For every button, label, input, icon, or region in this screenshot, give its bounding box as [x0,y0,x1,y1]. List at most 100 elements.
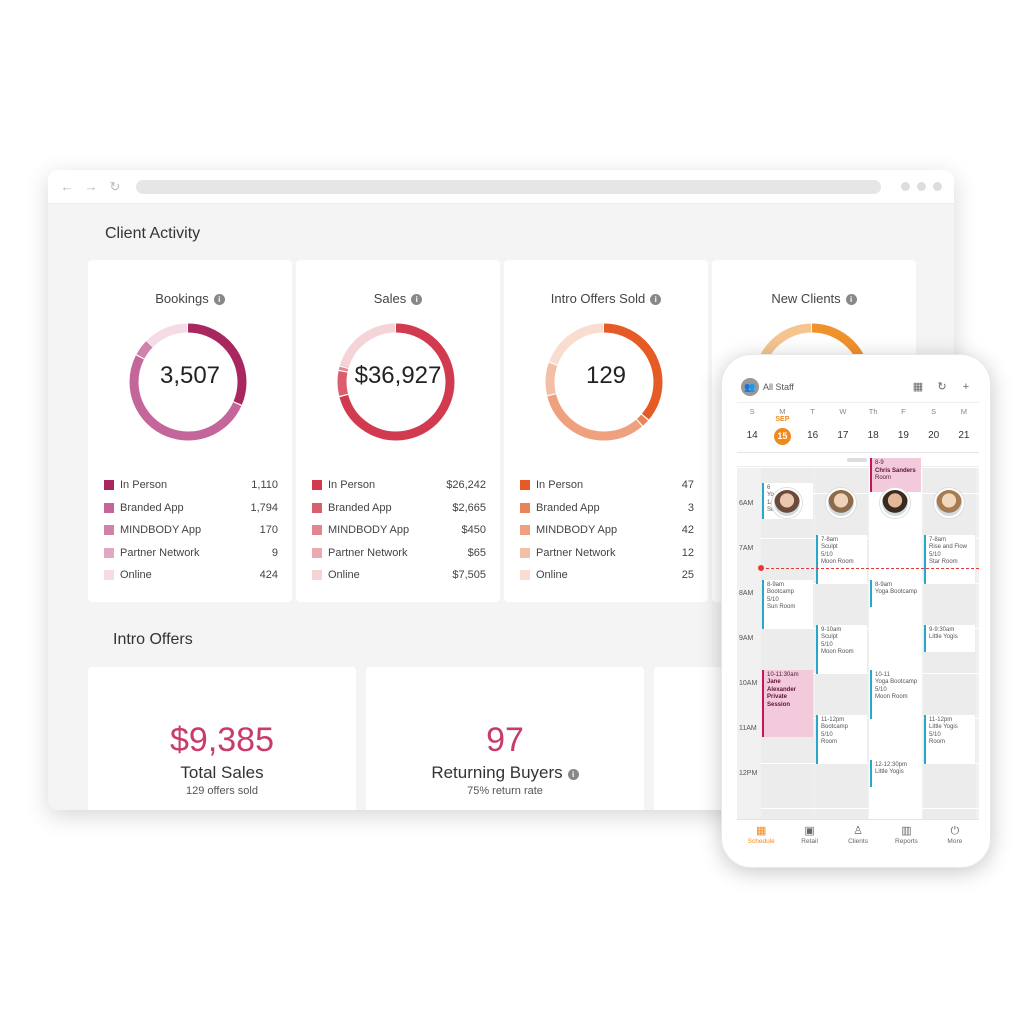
week-day[interactable]: S 14 [737,403,767,452]
schedule-event[interactable]: 8-9am Yoga Bootcamp [870,579,921,607]
schedule-event[interactable]: 11-12pm Bootcamp 5/10 Room [816,714,867,764]
info-icon[interactable]: i [567,769,579,780]
tab-schedule[interactable]: ▦ Schedule [737,820,785,855]
month-label: SEP [775,416,790,423]
clients-icon: ♙ [853,825,863,837]
schedule-event[interactable]: 7-8am Sculpt 5/10 Moon Room [816,534,867,584]
window-dot-icon[interactable] [933,182,942,191]
event-text: Room [929,739,946,745]
forward-arrow-icon[interactable]: → [84,178,98,194]
event-text: Chris Sanders [875,467,916,474]
event-text: Room [875,475,892,481]
card-title: Bookings i [88,291,292,306]
add-icon[interactable]: + [962,380,970,393]
info-icon[interactable]: i [213,294,225,305]
event-text: Bootcamp [821,724,849,730]
event-text: 9-9:30am [929,626,955,633]
staff-avatar[interactable] [934,488,964,518]
legend-swatch [520,525,530,536]
date-number: 21 [958,430,970,441]
week-day[interactable]: M SEP 15 [767,403,797,452]
event-text: 11-12pm [821,716,845,723]
legend-label: MINDBODY App [536,524,618,537]
staff-avatar[interactable] [880,488,910,518]
donut-total-value: 3,507 [159,362,221,389]
legend-label: Branded App [328,501,392,514]
week-day[interactable]: S 20 [919,403,949,452]
legend-swatch [312,480,322,491]
schedule-event[interactable]: 9-10am Sculpt 5/10 Moon Room [816,624,867,674]
week-day[interactable]: Th 18 [858,403,888,452]
legend-label: Partner Network [536,546,616,559]
week-day[interactable]: W 17 [828,403,858,452]
event-text: 7-8am [929,536,947,543]
week-day[interactable]: F 19 [888,403,918,452]
staff-avatar[interactable] [772,488,802,518]
legend-row: Online 25 [520,564,694,587]
schedule-event[interactable]: 9-9:30am Little Yogis [924,624,975,652]
staff-filter[interactable]: All Staff [763,381,794,392]
phone-screen: 👥 All Staff ▦ ↻ + S 14 M SEP 15 T 16 W 17 Th 18 F 19… [737,371,979,855]
window-dot-icon[interactable] [917,182,926,191]
refresh-icon[interactable]: ↻ [937,381,947,393]
hour-label: 11AM [739,725,757,732]
legend-value: $450 [461,524,486,537]
date-number: 19 [897,430,909,441]
legend-value: 424 [259,569,278,582]
legend-value: 1,794 [250,501,278,514]
date-number: 18 [867,430,879,441]
legend-row: Branded App 3 [520,497,694,520]
tab-retail[interactable]: ▣ Retail [785,820,833,855]
legend-row: MINDBODY App $450 [312,519,486,542]
drag-handle[interactable] [737,453,979,467]
reload-icon[interactable]: ↻ [109,178,121,194]
schedule-event[interactable]: 10-11 Yoga Bootcamp 5/10 Moon Room [870,669,921,719]
info-icon[interactable]: i [411,294,423,305]
tab-more[interactable]: ⏻ More [931,820,979,855]
donut-total-value: $36,927 [354,362,442,389]
schedule-event[interactable]: 12-12:30pm Little Yogis [870,759,921,787]
event-text: 6 [767,484,771,491]
event-text: 12-12:30pm [875,761,908,768]
donut-segment [337,323,455,441]
week-day[interactable]: T 16 [798,403,828,452]
window-controls [901,182,942,191]
event-text: Rise and Flow [929,544,968,550]
week-day[interactable]: M 21 [949,403,979,452]
schedule-event[interactable]: 8-9 Chris Sanders Room [870,458,921,492]
card-title-text: Sales [373,291,407,306]
window-dot-icon[interactable] [901,182,910,191]
schedule-event[interactable]: 8-9am Bootcamp 5/10 Sun Room [762,579,813,629]
hour-label: 8AM [739,590,754,597]
staff-column[interactable] [761,468,814,820]
back-arrow-icon[interactable]: ← [60,178,74,194]
weekday-letter: S [749,407,755,416]
schedule-event[interactable]: 7-8am Rise and Flow 5/10 Star Room [924,534,975,584]
retail-icon: ▣ [804,825,815,837]
event-text: 5/10 [767,596,779,603]
calendar-icon[interactable]: ▦ [912,381,924,393]
legend-value: 170 [259,524,278,537]
tab-reports[interactable]: ▥ Reports [882,820,930,855]
event-text: 5/10 [821,641,833,648]
legend-row: Online 424 [104,564,278,587]
activity-card: Intro Offers Sold i 129 In Person 47 Branded … [504,260,708,602]
staff-group-icon[interactable]: 👥 [741,377,759,396]
info-icon[interactable]: i [845,294,857,305]
legend-label: Online [328,569,360,582]
legend-swatch [312,570,322,581]
schedule-event[interactable]: 11-12pm Little Yogis 5/10 Room [924,714,975,764]
legend-row: MINDBODY App 170 [104,519,278,542]
schedule-event[interactable]: 10-11:30am Jane Alexander Private Session [762,669,813,737]
info-icon[interactable]: i [650,294,662,305]
event-text: Moon Room [821,559,854,565]
legend: In Person 47 Branded App 3 MINDBODY App 42 Par… [520,474,694,587]
event-text: 5/10 [929,551,941,558]
weekday-letter: F [901,407,906,416]
tab-label: Clients [848,838,868,845]
event-text: Yoga Bootcamp [875,679,918,685]
address-bar[interactable] [136,179,881,194]
tab-clients[interactable]: ♙ Clients [834,820,882,855]
hour-label: 6AM [739,500,754,507]
staff-avatar[interactable] [826,488,856,518]
